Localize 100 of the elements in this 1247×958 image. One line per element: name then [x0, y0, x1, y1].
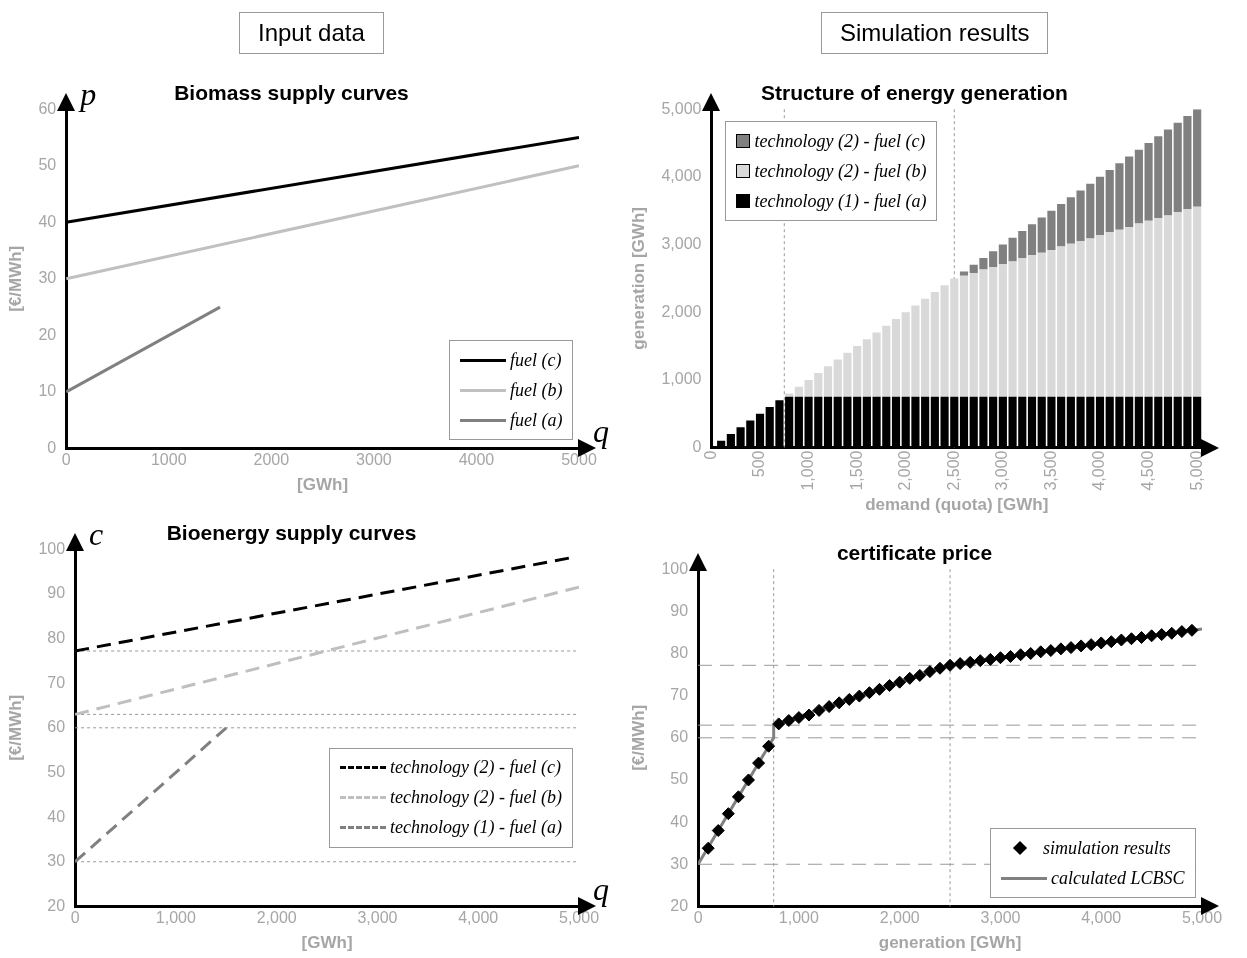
y-tick-label: 0 [47, 438, 57, 456]
x-tick-label: 1,500 [847, 450, 865, 491]
y-tick-label: 30 [670, 854, 689, 872]
y-tick-label: 3,000 [661, 234, 702, 252]
y-tick-label: 50 [38, 156, 57, 174]
chart-title: Input data [239, 12, 384, 54]
x-tick-label: 3,000 [980, 909, 1021, 927]
y-tick-label: 20 [47, 896, 66, 914]
point [913, 668, 927, 682]
legend-label: technology (1) - fuel (a) [754, 190, 927, 212]
x-axis-title: [GWh] [301, 933, 353, 953]
legend-label: technology (2) - fuel (b) [390, 787, 562, 809]
x-tick-label: 0 [701, 450, 719, 460]
point [1185, 623, 1199, 637]
y-tick-label: 70 [670, 686, 689, 704]
chart-title: Simulation results [821, 12, 1049, 54]
point [852, 689, 866, 703]
x-axis-title: generation [GWh] [878, 933, 1022, 953]
point [983, 652, 997, 666]
point [993, 651, 1007, 665]
x-tick-label: 3,000 [993, 450, 1011, 491]
x-tick-label: 5,000 [1187, 450, 1205, 491]
bar [1163, 215, 1173, 397]
y-tick-label: 20 [670, 896, 689, 914]
point [963, 655, 977, 669]
point [893, 675, 907, 689]
chart-title: certificate price [836, 541, 993, 565]
point [1074, 639, 1088, 653]
chart-subtitle: Structure of energy generation [761, 81, 1068, 105]
y-tick-label: 90 [670, 601, 689, 619]
bar [823, 366, 833, 397]
text: q [593, 413, 609, 450]
point [1064, 641, 1078, 655]
x-tick-label: 2,000 [879, 909, 920, 927]
point [1104, 635, 1118, 649]
y-tick-label: 40 [47, 807, 66, 825]
point [1044, 644, 1058, 658]
point [762, 739, 776, 753]
y-axis-title: generation [GWh] [628, 207, 648, 350]
x-tick-label: 1000 [150, 451, 187, 469]
y-tick-label: 20 [38, 325, 57, 343]
y-tick-label: 60 [47, 718, 66, 736]
y-axis-title: [€/MWh] [628, 704, 648, 771]
y-tick-label: 60 [670, 728, 689, 746]
x-tick-label: 3,000 [357, 909, 398, 927]
bar [1027, 255, 1037, 397]
bar [1095, 176, 1105, 236]
legend-label: simulation results [1043, 837, 1171, 859]
point [862, 686, 876, 700]
y-tick-label: 100 [38, 539, 66, 557]
y-tick-label: 2,000 [661, 302, 702, 320]
y-tick-label: 80 [47, 628, 66, 646]
point [1054, 642, 1068, 656]
chart-subtitle: Biomass supply curves [174, 81, 409, 105]
point [711, 824, 725, 838]
point [822, 700, 836, 714]
legend-label: technology (1) - fuel (a) [390, 817, 562, 839]
bar [1163, 129, 1173, 216]
x-tick-label: 5000 [561, 451, 597, 469]
point [943, 658, 957, 672]
bar [959, 275, 969, 397]
x-tick-label: 4,000 [1081, 909, 1122, 927]
point [832, 696, 846, 710]
y-tick-label: 4,000 [661, 167, 702, 185]
point [802, 708, 816, 722]
legend-label: technology (2) - fuel (b) [754, 160, 927, 182]
bar [1027, 224, 1037, 256]
y-tick-label: 1,000 [661, 370, 702, 388]
point [1094, 636, 1108, 650]
point [701, 841, 715, 855]
x-tick-label: 4,000 [458, 909, 499, 927]
point [721, 807, 735, 821]
x-tick-label: 2,000 [256, 909, 297, 927]
x-tick-label: 1,000 [798, 450, 816, 491]
point [1084, 638, 1098, 652]
x-tick-label: 500 [750, 450, 768, 478]
point [842, 692, 856, 706]
point [1165, 626, 1179, 640]
annotation: p [78, 76, 97, 113]
point [792, 711, 806, 725]
y-tick-label: 50 [670, 770, 689, 788]
bar [785, 393, 794, 397]
point [953, 657, 967, 671]
x-tick-label: 2000 [253, 451, 290, 469]
point [903, 671, 917, 685]
point [1135, 630, 1149, 644]
y-tick-label: 50 [47, 762, 66, 780]
point [1004, 649, 1018, 663]
x-tick-label: 4,500 [1138, 450, 1156, 491]
x-tick-label: 2,500 [944, 450, 962, 491]
point [741, 773, 755, 787]
point [1155, 628, 1169, 642]
x-tick-label: 3000 [356, 451, 392, 469]
legend-label: fuel (c) [510, 349, 562, 371]
point [933, 661, 947, 675]
x-tick-label: 5,000 [1181, 909, 1223, 927]
y-tick-label: 30 [38, 269, 57, 287]
text: q [593, 871, 609, 908]
x-tick-label: 4,000 [1090, 450, 1108, 491]
point [873, 682, 886, 696]
